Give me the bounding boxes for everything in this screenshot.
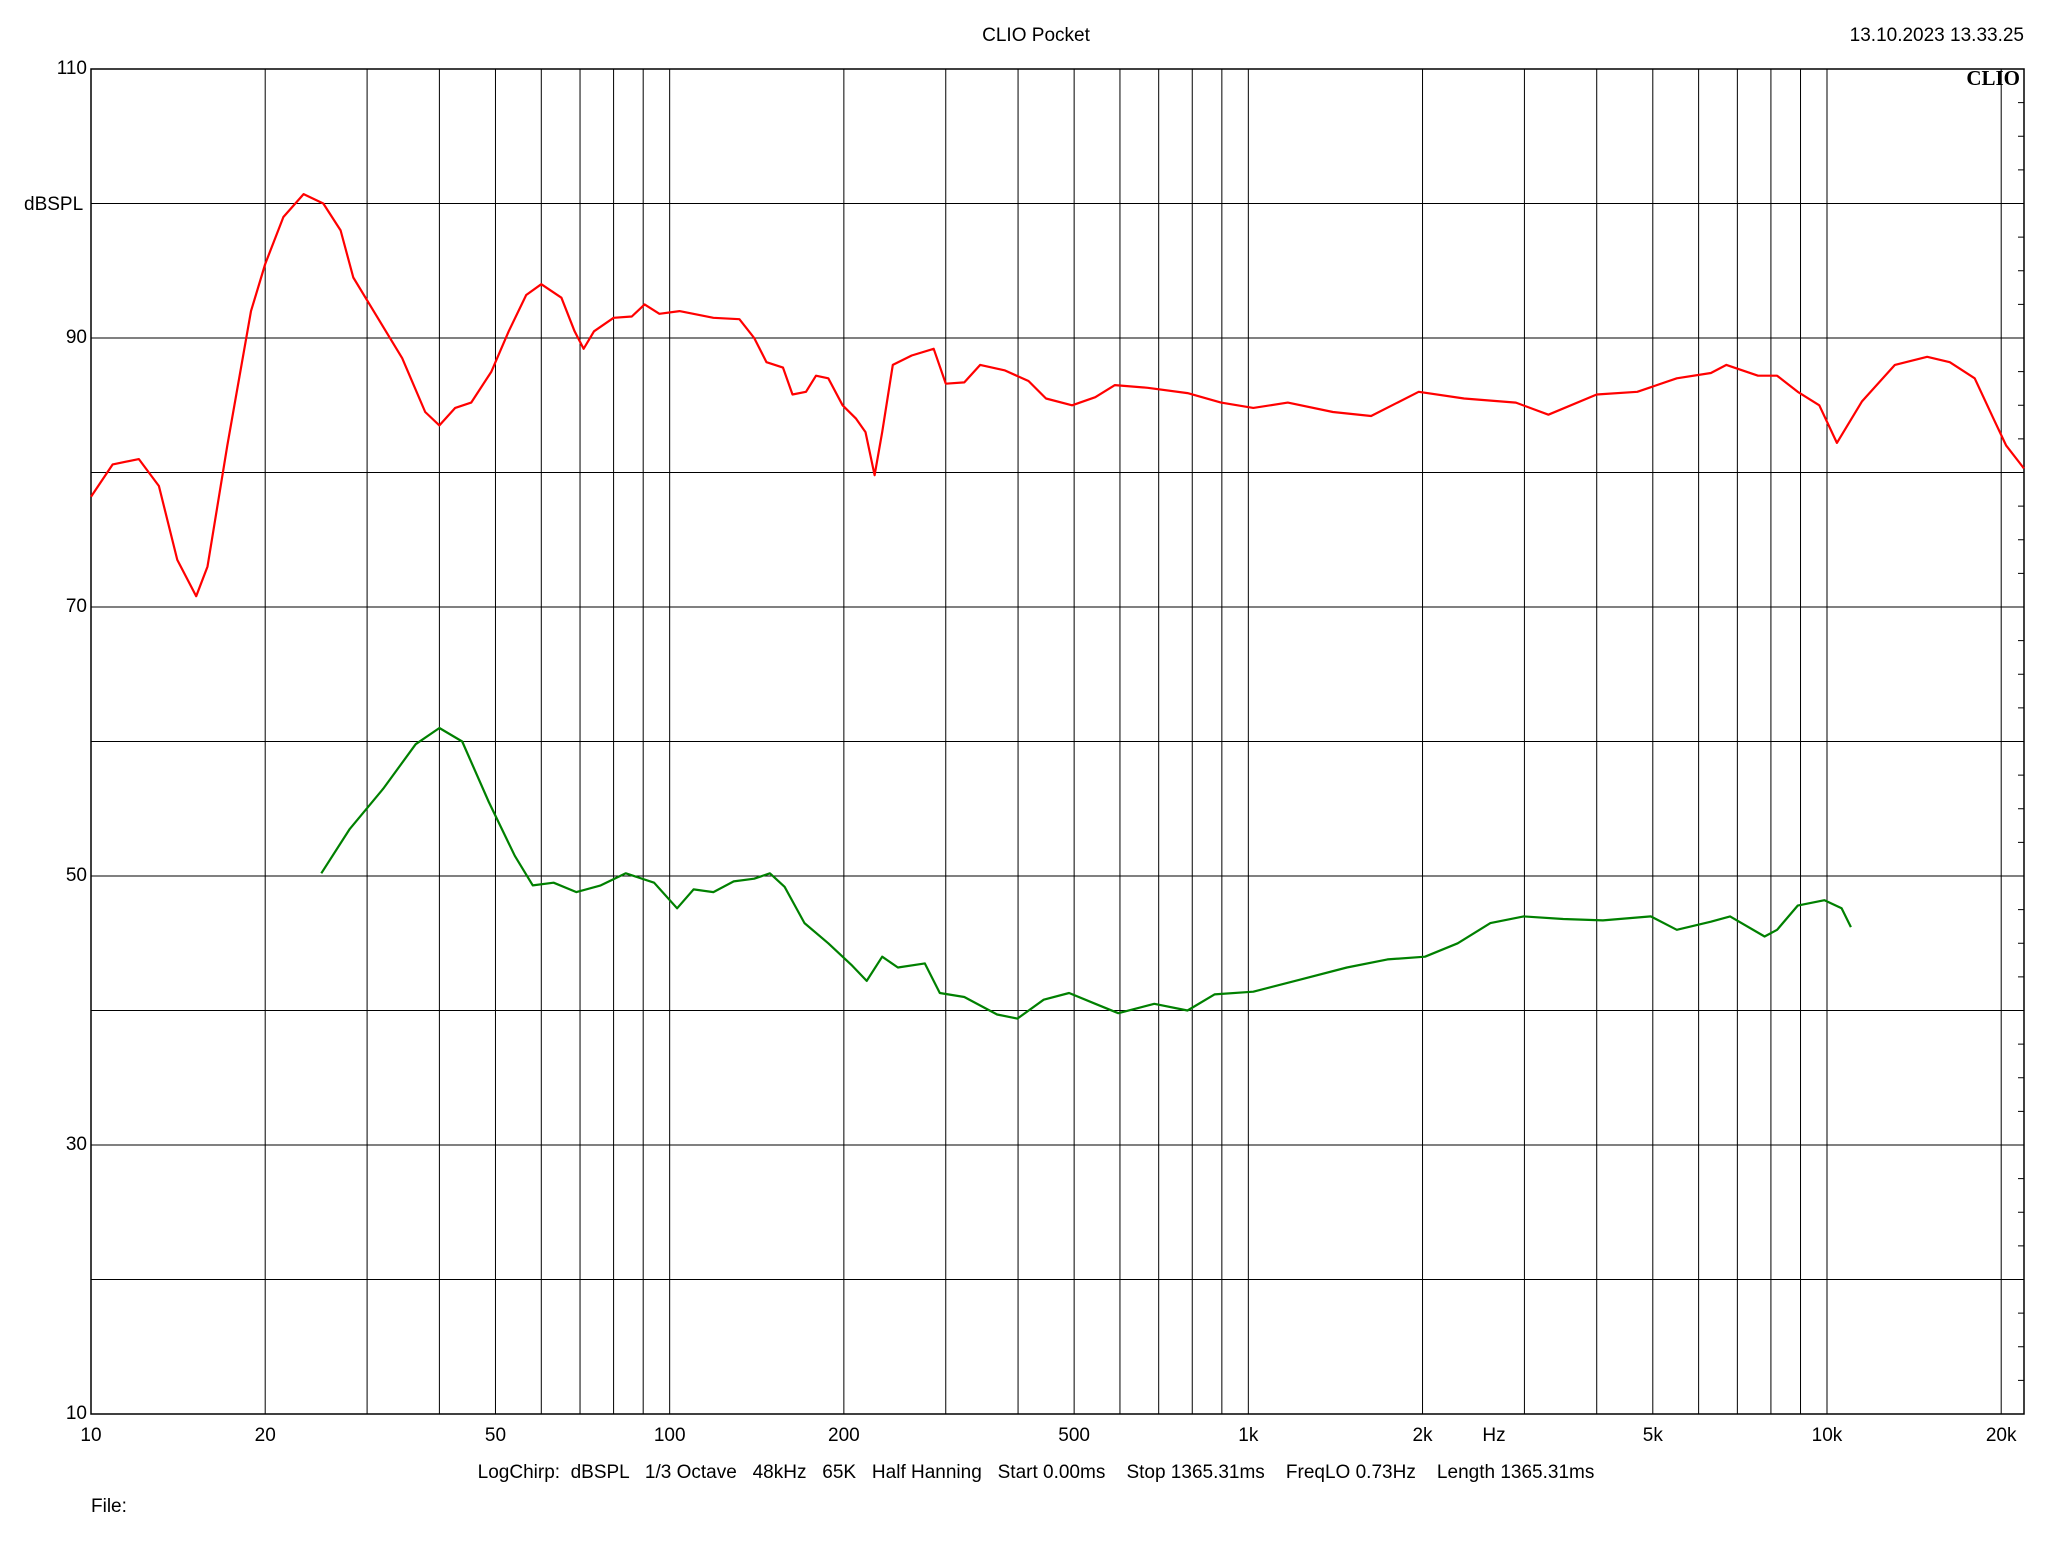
x-axis-label: Hz [1482,1425,1505,1446]
series-line [90,193,2025,598]
logo: CLIO [1966,66,2020,90]
x-tick-label: 100 [654,1425,686,1446]
x-tick-label: 2k [1412,1425,1433,1446]
timestamp: 13.10.2023 13.33.25 [1850,25,2024,46]
file-label: File: [91,1496,127,1517]
x-tick-label: 20 [255,1425,276,1446]
x-tick-label: 50 [485,1425,506,1446]
y-tick-label: 110 [57,58,87,79]
chart-title: CLIO Pocket [982,25,1090,46]
y-tick-label: 10 [66,1403,87,1424]
x-tick-label: 200 [828,1425,860,1446]
y-tick-label: 50 [66,865,87,886]
y-tick-label: 90 [66,327,87,348]
series-line [320,726,1852,1020]
plot-frame [90,68,2025,1415]
x-tick-label: 5k [1643,1425,1664,1446]
x-tick-label: 500 [1058,1425,1090,1446]
y-tick-label: 70 [66,596,87,617]
x-tick-label: 10 [80,1425,101,1446]
x-tick-label: 1k [1238,1425,1259,1446]
y-axis-label: dBSPL [24,194,83,215]
x-tick-label: 10k [1812,1425,1843,1446]
x-tick-label: 20k [1986,1425,2017,1446]
y-tick-label: 30 [66,1134,87,1155]
settings-footer: LogChirp: dBSPL 1/3 Octave 48kHz 65K Hal… [478,1462,1595,1483]
